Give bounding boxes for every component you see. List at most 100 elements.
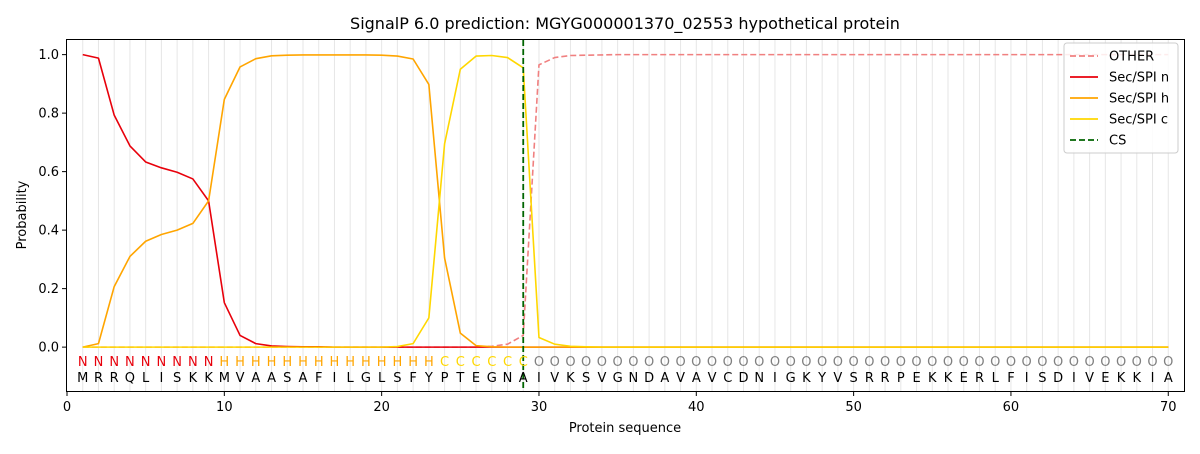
region-label: O: [1022, 355, 1032, 370]
region-label: O: [754, 355, 764, 370]
x-tick-label: 10: [216, 400, 233, 415]
y-tick-label: 0.4: [38, 224, 59, 239]
residue-letter: A: [660, 371, 669, 386]
region-label: O: [1100, 355, 1110, 370]
residue-letter: K: [566, 371, 575, 386]
region-label: O: [817, 355, 827, 370]
series-line-other: [82, 53, 1169, 348]
residue-letter: I: [773, 371, 777, 386]
region-label: O: [1069, 355, 1079, 370]
legend-label: Sec/SPI h: [1109, 92, 1169, 107]
residue-letter: D: [1053, 371, 1063, 386]
region-label: N: [78, 355, 88, 370]
series-line-sec-spi-c: [82, 54, 1169, 348]
series-layer: [82, 40, 1169, 391]
residue-letter: F: [409, 371, 416, 386]
region-label: O: [1037, 355, 1047, 370]
region-label: O: [628, 355, 638, 370]
region-label: O: [927, 355, 937, 370]
region-label: H: [251, 355, 261, 370]
residue-letter: V: [708, 371, 717, 386]
region-label: O: [534, 355, 544, 370]
residue-letter: I: [1025, 371, 1029, 386]
y-tick-label: 0.2: [38, 282, 59, 297]
legend-label: CS: [1109, 134, 1126, 149]
region-label: N: [157, 355, 167, 370]
region-label: H: [424, 355, 434, 370]
region-label: C: [487, 355, 496, 370]
legend-label: Sec/SPI n: [1109, 71, 1169, 86]
residue-letter: A: [519, 371, 528, 386]
residue-letter: I: [333, 371, 337, 386]
region-label: C: [503, 355, 512, 370]
residue-letter: N: [628, 371, 638, 386]
region-label: O: [959, 355, 969, 370]
y-axis-label: Probability: [15, 180, 30, 249]
residue-letter: S: [283, 371, 291, 386]
region-label: O: [1053, 355, 1063, 370]
residue-letter: S: [1038, 371, 1046, 386]
residue-letter: K: [802, 371, 811, 386]
residue-letter: K: [944, 371, 953, 386]
region-label: O: [990, 355, 1000, 370]
residue-letter: R: [865, 371, 874, 386]
residue-letter: A: [299, 371, 308, 386]
region-label: H: [408, 355, 418, 370]
residue-letter: I: [1151, 371, 1155, 386]
residue-letter: E: [1101, 371, 1109, 386]
region-label: N: [172, 355, 182, 370]
region-label: H: [314, 355, 324, 370]
region-label: O: [644, 355, 654, 370]
region-label: H: [361, 355, 371, 370]
residue-letter: S: [393, 371, 401, 386]
residue-letter: M: [219, 371, 230, 386]
residue-letter: E: [960, 371, 968, 386]
region-label: O: [801, 355, 811, 370]
x-tick-label: 30: [531, 400, 548, 415]
grid-lines: [82, 40, 1169, 391]
region-label: O: [675, 355, 685, 370]
region-label: O: [911, 355, 921, 370]
residue-letter: L: [142, 371, 150, 386]
region-label: O: [849, 355, 859, 370]
legend: OTHER Sec/SPI n Sec/SPI h Sec/SPI c CS: [1063, 42, 1179, 154]
y-tick-label: 0.8: [38, 107, 59, 122]
residue-letter: D: [738, 371, 748, 386]
region-label: O: [1132, 355, 1142, 370]
y-tick-label: 1.0: [38, 48, 59, 63]
legend-label: OTHER: [1109, 50, 1154, 65]
residue-letter: I: [1072, 371, 1076, 386]
residue-letter: S: [173, 371, 181, 386]
region-label: O: [974, 355, 984, 370]
region-label: O: [723, 355, 733, 370]
y-tick-label: 0.0: [38, 341, 59, 356]
region-label: C: [519, 355, 528, 370]
residue-letter: V: [1085, 371, 1094, 386]
residue-letter: K: [1133, 371, 1142, 386]
region-label: O: [565, 355, 575, 370]
residue-letter: M: [77, 371, 88, 386]
region-label: O: [1116, 355, 1126, 370]
residue-letter: R: [110, 371, 119, 386]
residue-letter: Y: [817, 371, 826, 386]
y-tick-label: 0.6: [38, 165, 59, 180]
region-label: O: [550, 355, 560, 370]
residue-letter: V: [597, 371, 606, 386]
residue-letter: A: [1164, 371, 1173, 386]
residue-letter: R: [881, 371, 890, 386]
legend-label: Sec/SPI c: [1109, 113, 1168, 128]
region-label: O: [738, 355, 748, 370]
region-label: N: [141, 355, 151, 370]
residue-letter: G: [786, 371, 796, 386]
residue-letter: V: [676, 371, 685, 386]
region-label: O: [943, 355, 953, 370]
region-label: O: [833, 355, 843, 370]
residue-letter: T: [455, 371, 464, 386]
x-tick-label: 40: [688, 400, 705, 415]
region-label: O: [581, 355, 591, 370]
residue-letter: I: [159, 371, 163, 386]
residue-letter: P: [441, 371, 449, 386]
region-label: O: [1084, 355, 1094, 370]
residue-letter: S: [849, 371, 857, 386]
